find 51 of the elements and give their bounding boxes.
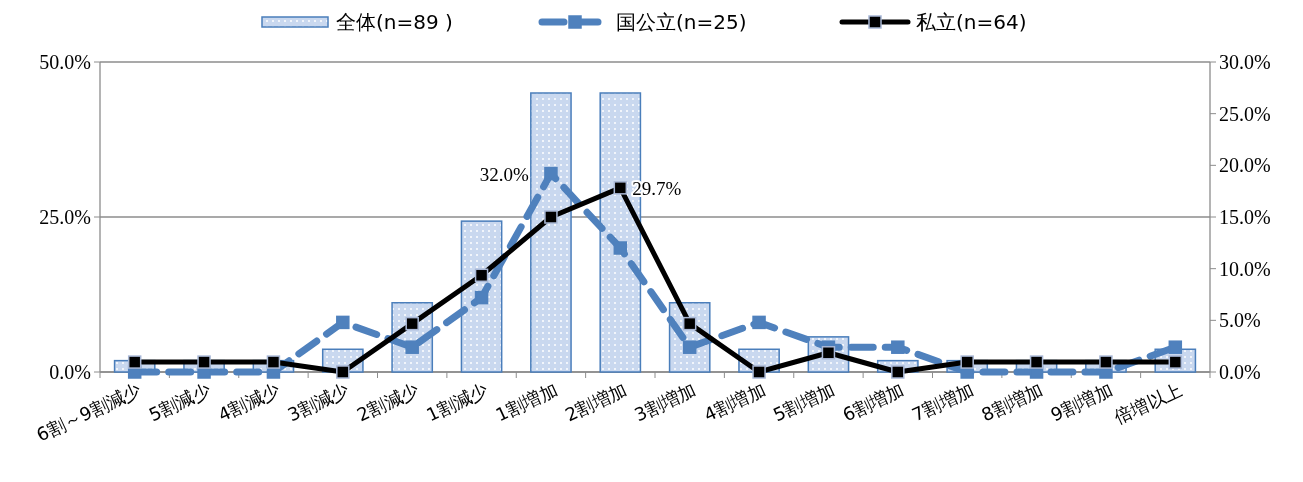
point (752, 315, 766, 330)
point (1029, 355, 1044, 369)
point (613, 181, 628, 195)
legend-label: 国公立(n=25) (616, 10, 747, 34)
y-tick-label: 50.0% (39, 51, 91, 73)
y2-tick-label: 25.0% (1219, 102, 1271, 125)
bar (460, 220, 503, 373)
y2-tick-label: 20.0% (1219, 154, 1271, 177)
x-tick-label: 1割増加 (492, 378, 561, 426)
x-tick-label: 3割増加 (631, 378, 700, 426)
legend-label: 私立(n=64) (916, 10, 1027, 34)
legend-label: 全体(n=89 ) (336, 10, 453, 34)
x-tick-label: 4割減少 (214, 378, 284, 426)
point (197, 355, 211, 369)
point (127, 355, 142, 369)
x-tick-label: 3割減少 (284, 378, 353, 426)
point (1099, 355, 1113, 369)
y-tick-label: 25.0% (39, 206, 91, 228)
point (752, 365, 766, 379)
x-tick-label: 2割減少 (353, 378, 422, 426)
x-tick-label: 9割増加 (1047, 378, 1116, 426)
point (613, 241, 628, 255)
x-tick-label: 8割増加 (978, 378, 1047, 426)
point (891, 340, 905, 354)
point (544, 210, 558, 224)
point (960, 355, 974, 369)
data-label: 32.0% (479, 163, 530, 185)
y2-tick-label: 15.0% (1219, 206, 1271, 228)
point (682, 340, 697, 354)
y2-tick-label: 30.0% (1219, 51, 1271, 73)
y2-tick-label: 5.0% (1219, 309, 1261, 332)
x-tick-label: 2割増加 (561, 378, 630, 426)
point (336, 315, 350, 330)
point (891, 365, 905, 379)
x-tick-label: 5割増加 (769, 378, 839, 426)
x-tick-label: 4割増加 (700, 378, 769, 426)
x-tick-label: 5割減少 (145, 378, 214, 426)
point (474, 268, 489, 283)
point (1168, 340, 1183, 354)
x-tick-label: 1割減少 (423, 378, 492, 426)
y2-tick-label: 0.0% (1219, 361, 1261, 383)
x-tick-label: 6割増加 (839, 378, 908, 426)
point (474, 290, 489, 305)
point (682, 316, 697, 331)
point (266, 355, 281, 369)
y2-tick-label: 10.0% (1219, 257, 1271, 280)
point (336, 365, 350, 379)
x-tick-label: 7割増加 (908, 378, 977, 426)
point (405, 316, 419, 331)
point (544, 166, 558, 181)
point (405, 340, 419, 354)
